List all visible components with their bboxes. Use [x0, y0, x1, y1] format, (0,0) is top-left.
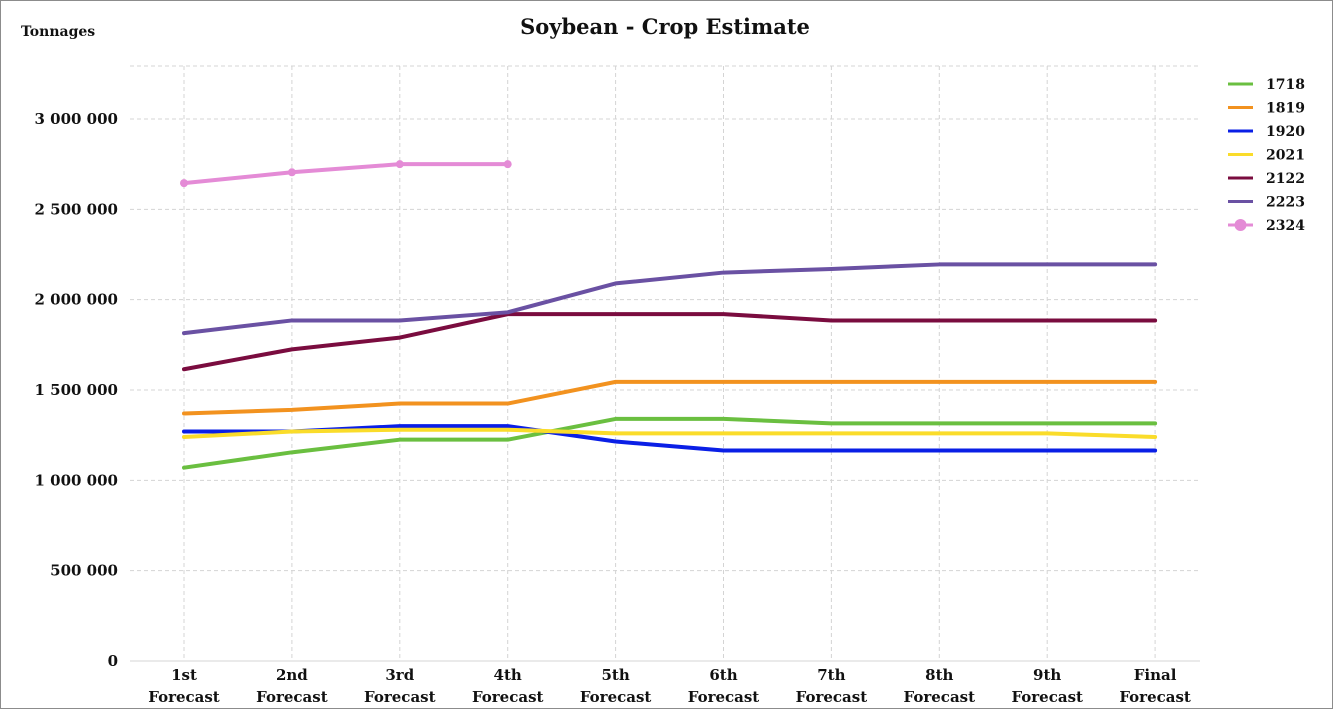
axes: 0 500 000 1 000 000 1 500 000 2 000 000 2 500… [34, 110, 1200, 706]
y-tick-label: 2 000 000 [34, 291, 118, 309]
legend-item-1718: 1718 [1228, 77, 1305, 93]
data-point-2324 [503, 160, 512, 169]
x-tick-label-line2: Forecast [148, 688, 220, 706]
series-line-1819 [182, 379, 1158, 416]
x-tick-label-line2: Forecast [904, 688, 976, 706]
x-tick-label: 4th [494, 666, 522, 684]
x-tick-label: 1st [171, 666, 197, 684]
y-tick-label: 1 000 000 [34, 471, 118, 489]
data-point-2324 [395, 160, 404, 169]
legend-item-1920: 1920 [1228, 124, 1305, 140]
legend-item-2021: 2021 [1228, 148, 1305, 164]
y-axis-label: Tonnages [21, 24, 95, 40]
series-lines [180, 160, 1158, 470]
series-line-2122 [182, 312, 1158, 372]
x-tick-label: Final [1134, 666, 1177, 684]
series-line-2324 [182, 162, 510, 186]
legend-label: 2021 [1266, 148, 1305, 164]
y-tick-label: 1 500 000 [34, 381, 118, 399]
x-tick-label-line2: Forecast [1119, 688, 1191, 706]
legend-label: 2122 [1266, 171, 1305, 187]
y-tick-label: 0 [108, 652, 118, 670]
x-tick-label-line2: Forecast [1011, 688, 1083, 706]
x-tick-label: 6th [709, 666, 737, 684]
x-tick-label: 2nd [276, 666, 308, 684]
y-tick-label: 2 500 000 [34, 200, 118, 218]
x-tick-label-line2: Forecast [796, 688, 868, 706]
x-tick-label: 3rd [385, 666, 414, 684]
x-tick-label-line2: Forecast [580, 688, 652, 706]
x-tick-label: 9th [1033, 666, 1061, 684]
legend-item-2122: 2122 [1228, 171, 1305, 187]
series-line-2021 [182, 427, 1158, 439]
x-tick-label: 7th [817, 666, 845, 684]
data-point-2324 [180, 179, 188, 188]
legend-item-1819: 1819 [1228, 101, 1305, 117]
x-tick-label: 8th [925, 666, 953, 684]
series-line-2223 [182, 262, 1158, 336]
series-line-1718 [182, 416, 1158, 470]
legend-label: 1920 [1266, 124, 1305, 140]
x-tick-label: 5th [601, 666, 629, 684]
x-tick-label-line2: Forecast [472, 688, 544, 706]
legend-label: 2223 [1266, 195, 1305, 211]
legend-label: 1718 [1266, 77, 1305, 93]
x-tick-label-line2: Forecast [688, 688, 760, 706]
y-tick-label: 3 000 000 [34, 110, 118, 128]
chart-title: Soybean - Crop Estimate [520, 14, 810, 39]
legend-marker [1234, 219, 1247, 231]
y-tick-label: 500 000 [50, 562, 118, 580]
legend: 1718 1819 1920 2021 2122 2223 2324 [1228, 77, 1305, 234]
data-point-2324 [287, 168, 296, 177]
legend-item-2223: 2223 [1228, 195, 1305, 211]
legend-item-2324: 2324 [1228, 218, 1305, 234]
grid [130, 65, 1200, 661]
legend-label: 2324 [1266, 218, 1305, 234]
x-tick-label-line2: Forecast [256, 688, 328, 706]
legend-label: 1819 [1266, 101, 1305, 117]
x-tick-label-line2: Forecast [364, 688, 436, 706]
